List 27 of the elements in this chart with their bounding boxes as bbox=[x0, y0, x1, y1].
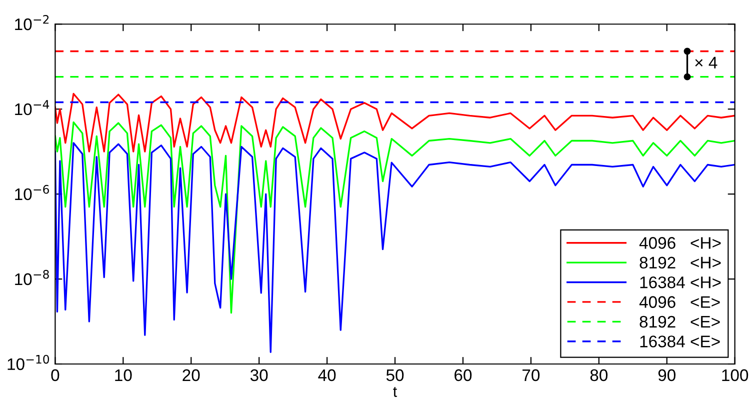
legend-label: 16384 <H> bbox=[640, 276, 721, 288]
x-tick-label: 40 bbox=[318, 369, 336, 382]
x-tick-label: 80 bbox=[590, 369, 608, 382]
legend-label: 16384 <E> bbox=[640, 336, 720, 348]
line-series bbox=[55, 142, 735, 353]
x-tick-label: 50 bbox=[386, 369, 404, 382]
annotation: × 4 bbox=[695, 56, 718, 68]
x-tick-label: 20 bbox=[182, 369, 200, 382]
y-tick-label: 10$^{−8}$ bbox=[15, 270, 49, 286]
y-tick-label: 10$^{−10}$ bbox=[8, 354, 50, 370]
x-tick-label: 100 bbox=[722, 369, 748, 382]
legend-label: 8192 <H> bbox=[640, 256, 721, 269]
x-axis-title: t bbox=[393, 386, 398, 397]
x-tick-label: 60 bbox=[454, 369, 472, 382]
x-tick-label: 0 bbox=[51, 369, 60, 382]
x-tick-label: 90 bbox=[658, 369, 676, 382]
y-tick-label: 10$^{−4}$ bbox=[15, 100, 50, 116]
line-series bbox=[55, 121, 735, 314]
legend-label: 4096 <H> bbox=[639, 237, 721, 249]
legend-label: 4096 <E> bbox=[639, 296, 720, 308]
x-tick-label: 10 bbox=[115, 369, 132, 382]
y-tick-label: 10$^{−2}$ bbox=[15, 15, 49, 30]
x-tick-label: 70 bbox=[522, 369, 540, 382]
line-series bbox=[55, 92, 735, 152]
legend-label: 8192 <E> bbox=[640, 316, 720, 328]
x-tick-label: 30 bbox=[250, 369, 268, 382]
y-tick-label: 10$^{−6}$ bbox=[15, 184, 49, 200]
